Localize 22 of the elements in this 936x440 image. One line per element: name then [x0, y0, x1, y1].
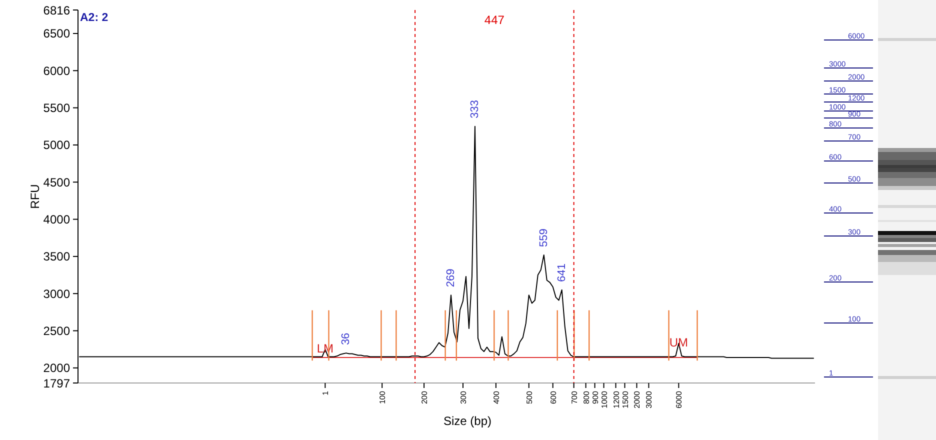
y-tick-label: 6000: [43, 64, 70, 78]
y-tick-label: 5500: [43, 101, 70, 116]
annotation: 333: [468, 100, 481, 118]
y-tick-label: 6816: [43, 3, 70, 18]
x-axis-title: Size (bp): [443, 414, 492, 428]
annotation: 641: [556, 264, 568, 282]
annotation: 36: [340, 332, 352, 346]
annotation: 269: [444, 268, 457, 288]
y-axis-title: RFU: [28, 184, 42, 209]
y-tick-label: 4000: [43, 212, 70, 227]
chart-title: A2: 2: [80, 12, 108, 25]
y-tick-label: 2000: [43, 361, 70, 376]
y-tick-label: 2500: [43, 324, 70, 338]
annotation: UM: [669, 335, 688, 350]
y-tick-label: 4500: [43, 175, 70, 190]
y-tick-label: 5000: [43, 138, 70, 152]
y-tick-label: 3000: [43, 286, 70, 301]
y-tick-label: 6500: [43, 26, 70, 41]
annotation: 559: [538, 228, 550, 247]
y-tick-label: 3500: [43, 250, 70, 264]
annotation: 447: [484, 13, 505, 27]
y-tick-label: 1797: [43, 376, 70, 390]
